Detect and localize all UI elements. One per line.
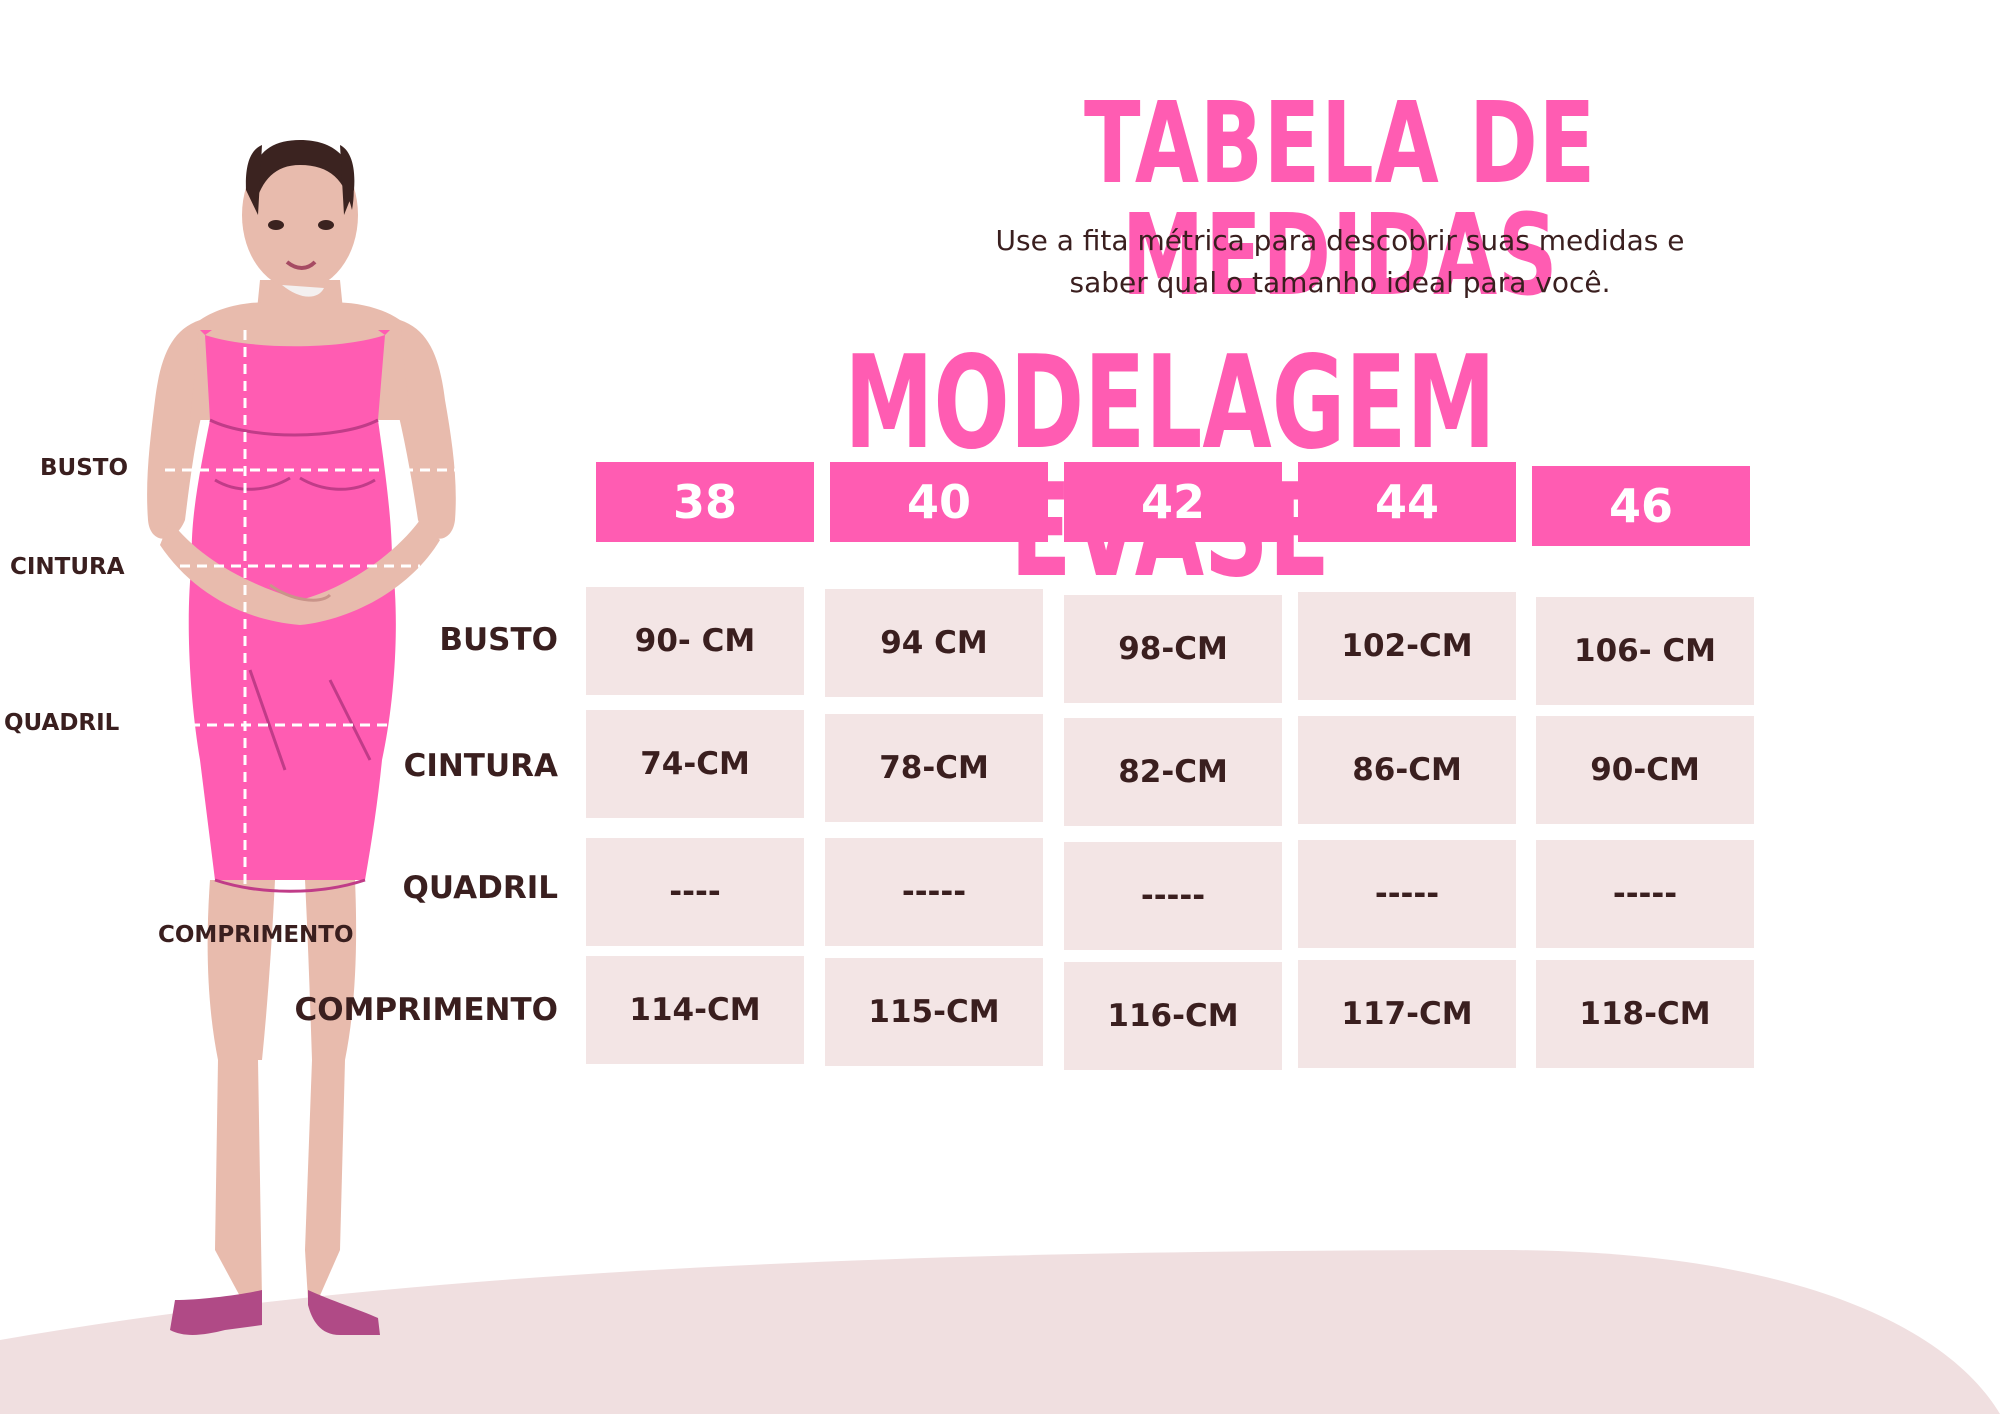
table-cell-comprimento-44: 117-CM	[1298, 960, 1516, 1068]
table-cell-busto-42: 98-CM	[1064, 595, 1282, 703]
table-cell-quadril-38: ----	[586, 838, 804, 946]
table-cell-quadril-46: -----	[1536, 840, 1754, 948]
page-title: TABELA DE MEDIDAS	[1084, 79, 1596, 321]
page-subtitle: Use a fita métrica para descobrir suas m…	[920, 220, 1760, 304]
body-label-quadril: QUADRIL	[4, 710, 120, 736]
table-cell-comprimento-42: 116-CM	[1064, 962, 1282, 1070]
table-cell-comprimento-38: 114-CM	[586, 956, 804, 1064]
table-cell-quadril-40: -----	[825, 838, 1043, 946]
body-label-cintura: CINTURA	[10, 554, 125, 580]
size-header-38: 38	[596, 462, 814, 542]
row-label-comprimento: COMPRIMENTO	[294, 992, 558, 1028]
row-label-quadril: QUADRIL	[402, 870, 558, 906]
body-label-busto: BUSTO	[40, 455, 129, 481]
size-header-42: 42	[1064, 462, 1282, 542]
woman-figure-illustration	[147, 140, 465, 1335]
table-cell-busto-44: 102-CM	[1298, 592, 1516, 700]
size-header-44: 44	[1298, 462, 1516, 542]
table-cell-quadril-44: -----	[1298, 840, 1516, 948]
row-label-cintura: CINTURA	[403, 748, 558, 784]
table-cell-comprimento-46: 118-CM	[1536, 960, 1754, 1068]
subtitle-line-2: saber qual o tamanho ideal para você.	[1069, 266, 1611, 299]
table-cell-busto-40: 94 CM	[825, 589, 1043, 697]
size-header-46: 46	[1532, 466, 1750, 546]
table-cell-cintura-42: 82-CM	[1064, 718, 1282, 826]
table-cell-cintura-40: 78-CM	[825, 714, 1043, 822]
table-cell-cintura-46: 90-CM	[1536, 716, 1754, 824]
table-cell-cintura-38: 74-CM	[586, 710, 804, 818]
table-cell-quadril-42: -----	[1064, 842, 1282, 950]
table-cell-busto-46: 106- CM	[1536, 597, 1754, 705]
subtitle-line-1: Use a fita métrica para descobrir suas m…	[995, 224, 1685, 257]
table-cell-busto-38: 90- CM	[586, 587, 804, 695]
table-cell-cintura-44: 86-CM	[1298, 716, 1516, 824]
table-cell-comprimento-40: 115-CM	[825, 958, 1043, 1066]
size-header-40: 40	[830, 462, 1048, 542]
body-label-comprimento: COMPRIMENTO	[158, 922, 354, 948]
row-label-busto: BUSTO	[439, 622, 558, 658]
